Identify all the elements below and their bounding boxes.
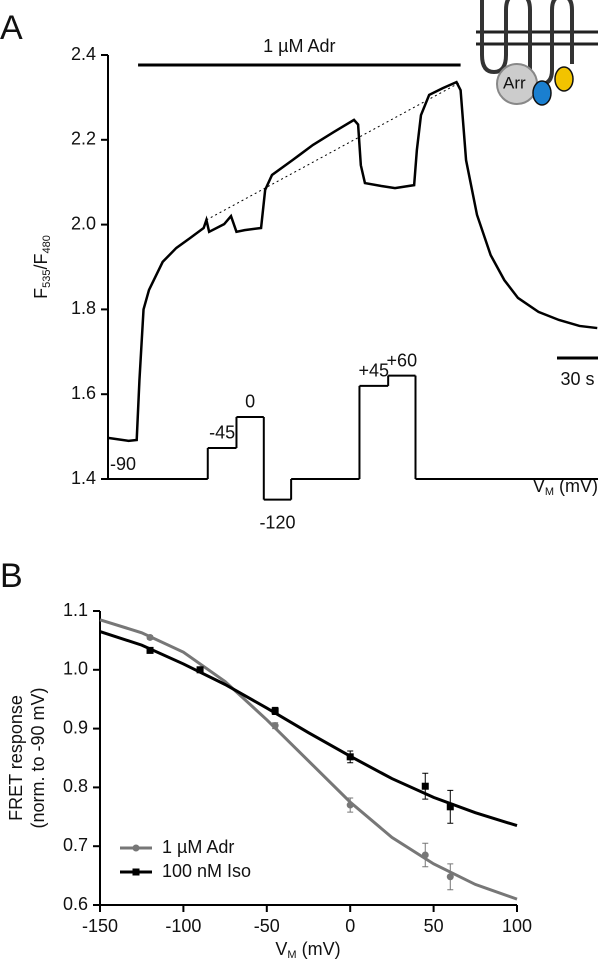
y-axis-label: FRET response (6, 695, 26, 821)
x-axis-label: VM (mV) (275, 939, 340, 961)
drug-label: 1 µM Adr (263, 36, 335, 56)
trace (107, 80, 598, 443)
y-tick-label: 1.8 (71, 298, 96, 318)
y-tick-label: 2.4 (71, 44, 96, 64)
y-tick-label: 2.0 (71, 213, 96, 233)
protocol-label: -120 (259, 512, 295, 532)
data-point (271, 722, 279, 730)
data-point (446, 803, 454, 811)
y-axis-label: (norm. to -90 mV) (28, 687, 48, 828)
protocol-label: +60 (387, 350, 418, 370)
protocol-label: +45 (359, 361, 390, 381)
panel-label: B (0, 557, 23, 595)
y-tick-label: 0.9 (63, 717, 88, 737)
data-point (421, 782, 429, 790)
protocol-label: -45 (209, 423, 235, 443)
protocol-label: -90 (110, 454, 136, 474)
panel-label: A (0, 9, 23, 47)
x-tick-label: -100 (165, 916, 201, 936)
y-tick-label: 1.0 (63, 659, 88, 679)
legend-marker (132, 844, 140, 852)
y-axis-label: F535/F480 (31, 235, 53, 299)
fit-curve (99, 630, 518, 828)
fit-curve (99, 618, 518, 901)
data-point (346, 753, 354, 761)
legend-label: 1 µM Adr (162, 837, 234, 857)
data-point (446, 873, 454, 881)
y-tick-label: 1.4 (71, 468, 96, 488)
data-point (196, 666, 204, 674)
receptor-icon: Arr (476, 0, 598, 106)
x-tick-label: -50 (254, 916, 280, 936)
legend-label: 100 nM Iso (162, 861, 251, 881)
y-tick-label: 1.1 (63, 600, 88, 620)
scale-bar-label: 30 s (560, 369, 594, 389)
legend-marker (132, 868, 140, 876)
x-tick-label: -150 (82, 916, 118, 936)
x-tick-label: 50 (424, 916, 444, 936)
x-tick-label: 0 (345, 916, 355, 936)
x-tick-label: 100 (502, 916, 532, 936)
data-point (421, 851, 429, 859)
y-tick-label: 0.8 (63, 776, 88, 796)
trace (206, 81, 461, 221)
icon-label: Arr (503, 73, 526, 92)
data-point (146, 646, 154, 654)
y-tick-label: 0.7 (63, 835, 88, 855)
protocol-label: 0 (245, 392, 255, 412)
protocol-label: VM (mV) (533, 476, 598, 498)
data-point (271, 707, 279, 715)
y-tick-label: 2.2 (71, 129, 96, 149)
y-tick-label: 1.6 (71, 383, 96, 403)
data-point (146, 633, 154, 641)
y-tick-label: 0.6 (63, 894, 88, 914)
data-point (346, 801, 354, 809)
